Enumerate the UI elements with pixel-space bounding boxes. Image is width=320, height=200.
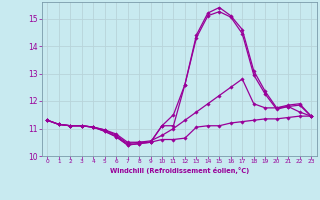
X-axis label: Windchill (Refroidissement éolien,°C): Windchill (Refroidissement éolien,°C) (109, 167, 249, 174)
